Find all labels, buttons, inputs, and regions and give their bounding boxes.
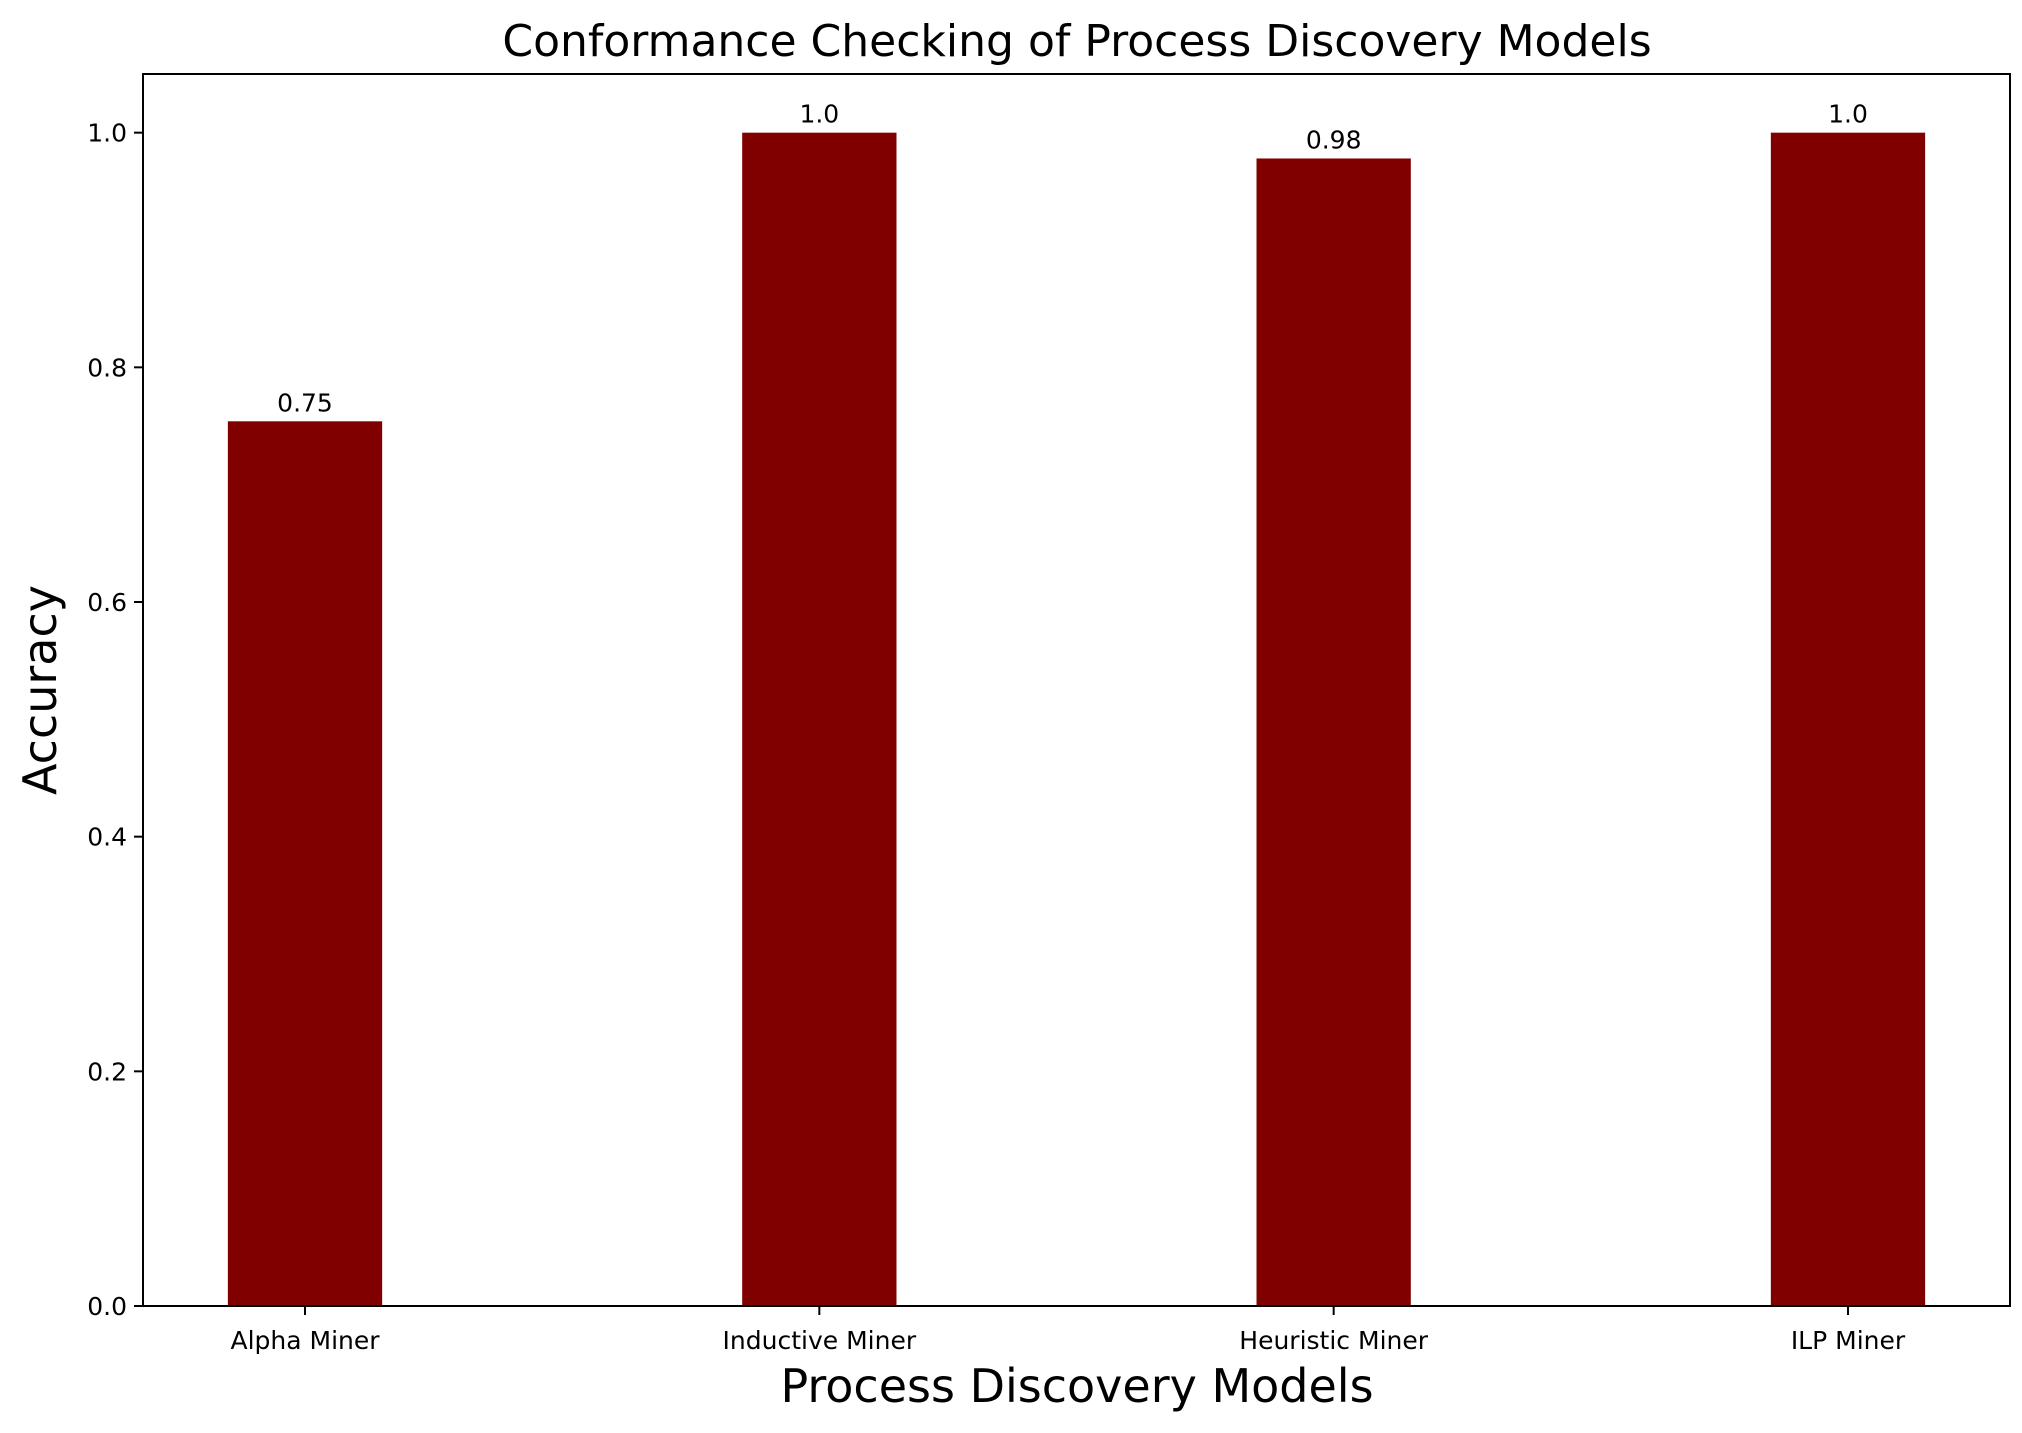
x-tick-label: ILP Miner <box>1791 1326 1906 1355</box>
x-axis-label: Process Discovery Models <box>780 1359 1373 1413</box>
y-axis-label: Accuracy <box>13 585 67 795</box>
plot-frame <box>142 73 2011 1307</box>
x-tick-label: Alpha Miner <box>230 1326 380 1355</box>
x-tick-label: Inductive Miner <box>723 1326 917 1355</box>
bar-heuristic-miner <box>1256 158 1411 1307</box>
x-tick-label: Heuristic Miner <box>1239 1326 1428 1355</box>
y-tick-label: 0.2 <box>87 1057 127 1086</box>
bar-alpha-miner <box>227 421 383 1307</box>
y-tick-label: 0.8 <box>87 353 127 382</box>
data-labels-group: 0.75 1.0 0.98 1.0 <box>277 100 1868 418</box>
data-label: 1.0 <box>799 100 839 129</box>
x-axis-ticks: Alpha Miner Inductive Miner Heuristic Mine… <box>230 1306 1906 1355</box>
data-label: 0.75 <box>277 388 333 417</box>
data-label: 0.98 <box>1306 125 1362 154</box>
y-tick-label: 0.0 <box>87 1292 127 1321</box>
bar-inductive-miner <box>742 132 897 1307</box>
bar-ilp-miner <box>1770 132 1926 1307</box>
y-tick-label: 0.6 <box>87 588 127 617</box>
data-label: 1.0 <box>1828 100 1868 129</box>
y-axis-ticks: 0.0 0.2 0.4 0.6 0.8 1.0 <box>87 119 143 1321</box>
bars-group <box>227 132 1926 1307</box>
chart-title: Conformance Checking of Process Discover… <box>502 16 1651 67</box>
y-tick-label: 1.0 <box>87 119 127 148</box>
y-tick-label: 0.4 <box>87 823 127 852</box>
